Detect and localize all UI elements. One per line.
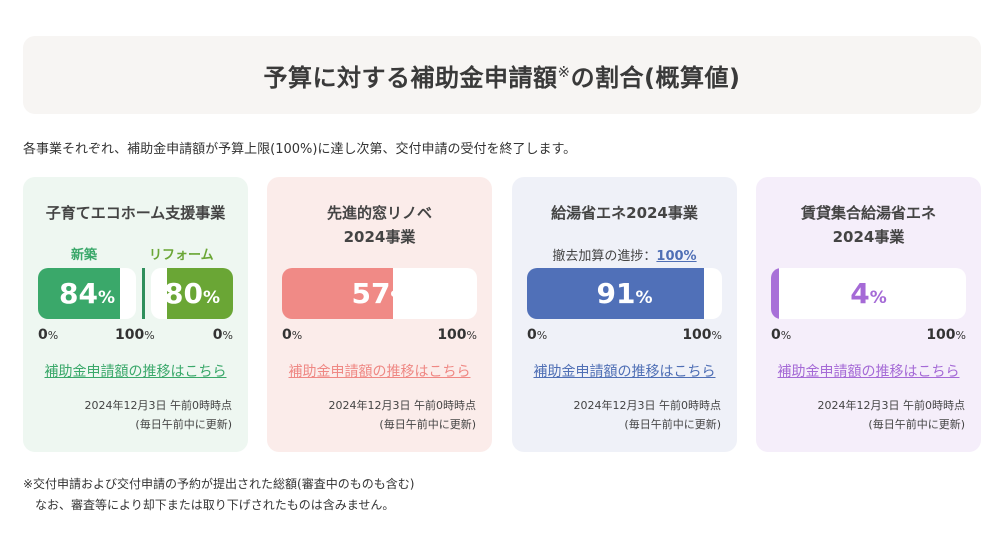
update-note: (毎日午前中に更新): [135, 418, 232, 431]
card-title: 先進的窓リノベ 2024事業: [326, 204, 432, 246]
label-shinchiku: 新築: [71, 248, 98, 263]
history-link[interactable]: 補助金申請額の推移はこちら: [777, 364, 960, 380]
card-title: 給湯省エネ2024事業: [551, 204, 698, 222]
intro-text: 各事業それぞれ、補助金申請額が予算上限(100%)に達し次第、交付申請の受付を終…: [23, 142, 577, 157]
progress-bar-reform: 80%: [151, 268, 233, 319]
title-mark: ※: [557, 62, 571, 81]
update-note: (毎日午前中に更新): [624, 418, 721, 431]
card-title: 子育てエコホーム支援事業: [45, 204, 226, 222]
progress-value: 4%: [850, 277, 887, 310]
progress-fill: [38, 268, 121, 319]
scale-max: 100%: [926, 327, 966, 343]
scale-min: 0%: [771, 327, 792, 343]
progress-value: 84%: [58, 277, 115, 310]
removal-progress-link[interactable]: 100%: [656, 249, 697, 264]
card-kosodate-ecohome: 子育てエコホーム支援事業 新築 リフォーム 84% 80% 0% 100% 0%…: [23, 177, 248, 452]
progress-bar-shinchiku: 84%: [38, 268, 136, 319]
progress-fill: [771, 268, 779, 319]
split-divider: [142, 268, 145, 319]
scale-max: 0%: [212, 327, 233, 343]
progress-value: 80%: [163, 277, 220, 310]
card-kyuto-shoene: 給湯省エネ2024事業 撤去加算の進捗：100% 91% 0% 100% 補助金…: [512, 177, 737, 452]
update-date: 2024年12月3日 午前0時時点: [573, 399, 721, 412]
scale-mid: 100%: [115, 327, 155, 343]
card-title: 賃貸集合給湯省エネ 2024事業: [800, 204, 936, 246]
progress-bar: 91%: [527, 268, 722, 319]
scale-max: 100%: [437, 327, 477, 343]
progress-bar: 4%: [771, 268, 966, 319]
progress-fill: [282, 268, 394, 319]
scale-min: 0%: [282, 327, 303, 343]
update-date: 2024年12月3日 午前0時時点: [84, 399, 232, 412]
removal-progress-label: 撤去加算の進捗：: [552, 249, 657, 264]
update-date: 2024年12月3日 午前0時時点: [328, 399, 476, 412]
title-banner: 予算に対する補助金申請額※の割合(概算値): [23, 36, 981, 114]
title-main: 予算に対する補助金申請額: [263, 63, 558, 92]
card-mado-renove: 先進的窓リノベ 2024事業 57% 0% 100% 補助金申請額の推移はこちら…: [267, 177, 492, 452]
label-reform: リフォーム: [149, 248, 214, 263]
history-link[interactable]: 補助金申請額の推移はこちら: [44, 364, 227, 380]
update-info: 2024年12月3日 午前0時時点 (毎日午前中に更新): [574, 396, 721, 434]
progress-fill: [527, 268, 705, 319]
footnote: ※交付申請および交付申請の予約が提出された総額(審査中のものも含む) なお、審査…: [23, 474, 414, 516]
footnote-line2: なお、審査等により却下または取り下げされたものは含みません。: [35, 498, 395, 512]
update-date: 2024年12月3日 午前0時時点: [817, 399, 965, 412]
card-chintai-kyuto: 賃貸集合給湯省エネ 2024事業 4% 0% 100% 補助金申請額の推移はこち…: [756, 177, 981, 452]
progress-value: 57%: [351, 277, 408, 310]
history-link[interactable]: 補助金申請額の推移はこちら: [288, 364, 471, 380]
progress-bar: 57%: [282, 268, 477, 319]
update-info: 2024年12月3日 午前0時時点 (毎日午前中に更新): [818, 396, 965, 434]
update-info: 2024年12月3日 午前0時時点 (毎日午前中に更新): [329, 396, 476, 434]
scale-min: 0%: [527, 327, 548, 343]
history-link[interactable]: 補助金申請額の推移はこちら: [533, 364, 716, 380]
removal-progress: 撤去加算の進捗：100%: [512, 245, 737, 264]
update-note: (毎日午前中に更新): [868, 418, 965, 431]
update-note: (毎日午前中に更新): [379, 418, 476, 431]
page-title: 予算に対する補助金申請額※の割合(概算値): [263, 58, 740, 93]
scale-max: 100%: [682, 327, 722, 343]
footnote-line1: ※交付申請および交付申請の予約が提出された総額(審査中のものも含む): [23, 477, 415, 491]
title-suffix: の割合(概算値): [570, 63, 741, 92]
update-info: 2024年12月3日 午前0時時点 (毎日午前中に更新): [85, 396, 232, 434]
progress-value: 91%: [596, 277, 653, 310]
scale-min: 0%: [38, 327, 59, 343]
progress-fill: [167, 268, 233, 319]
